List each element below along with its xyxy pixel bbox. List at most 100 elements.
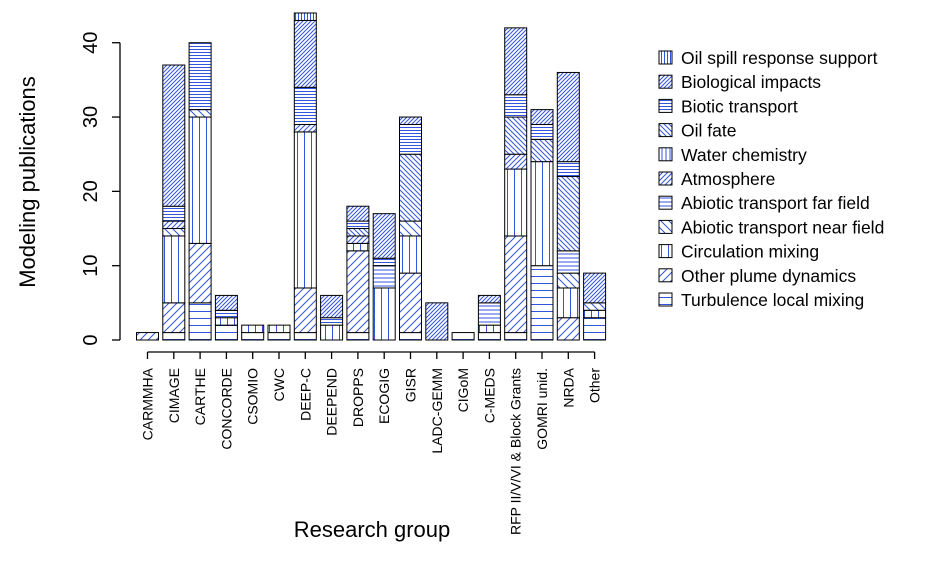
bar-segment [504, 94, 528, 118]
bars [136, 12, 607, 341]
bar-segment [556, 161, 580, 178]
legend-swatch [658, 123, 673, 138]
bar-segment [556, 317, 580, 341]
bar-segment [504, 168, 528, 237]
legend-label: Water chemistry [681, 145, 807, 165]
bar-segment [162, 64, 186, 207]
bar-segment [293, 12, 317, 21]
bar-segment [293, 19, 317, 88]
bar-segment [530, 161, 554, 267]
x-tick-label: C-MEDS [481, 368, 497, 423]
x-tick-label: CSOMIO [245, 368, 261, 425]
x-tick-label: GISR [403, 368, 419, 402]
x-tick-label: RFP II/V/VI & Block Grants [508, 368, 524, 535]
bar-segment [504, 116, 528, 155]
bar-segment [399, 153, 422, 222]
legend-label: Oil fate [681, 121, 736, 141]
y-axis: 0 10 20 30 40 [80, 32, 121, 346]
bar-segment [346, 235, 370, 244]
bar-segment [241, 332, 265, 341]
bar-segment [346, 228, 370, 237]
y-tick-label: 10 [80, 255, 102, 277]
bar-segment [293, 287, 317, 334]
x-tick-label: CARTHE [192, 368, 208, 425]
bar-segment [320, 317, 344, 326]
bar-segment [267, 324, 291, 334]
bar-segment [583, 272, 607, 304]
legend-swatch [658, 195, 673, 210]
bar-segment [372, 265, 396, 289]
bar-segment [346, 250, 370, 334]
x-tick-label: LADC-GEMM [429, 368, 445, 454]
bar-segment [399, 220, 422, 237]
x-tick-label: ECOGIG [376, 368, 392, 424]
bar-segment [583, 302, 607, 311]
bar-segment [214, 317, 238, 326]
bar-segment [188, 242, 212, 304]
bar-segment [477, 332, 501, 341]
bar-segment [188, 109, 212, 118]
x-tick-label: CONCORDE [218, 368, 234, 450]
bar-segment [162, 302, 186, 334]
y-tick-label: 20 [80, 180, 102, 202]
legend-label: Biological impacts [681, 72, 821, 92]
bar-segment [556, 176, 580, 252]
bar-segment [346, 205, 370, 222]
bar-segment [504, 332, 528, 341]
bar-segment [188, 302, 212, 341]
bar-segment [451, 332, 475, 341]
legend: Oil spill response support Biological imp… [658, 48, 884, 310]
bar-segment [346, 242, 370, 252]
legend-label: Atmosphere [681, 169, 775, 189]
x-tick-label: DEEPEND [324, 368, 340, 436]
legend-label: Oil spill response support [681, 48, 878, 68]
bar-segment [136, 332, 159, 341]
legend-label: Circulation mixing [681, 242, 819, 262]
bar-segment [188, 42, 212, 111]
x-tick-label: CWC [271, 368, 287, 401]
bar-segment [556, 272, 580, 289]
y-tick-label: 40 [80, 32, 102, 54]
bar-segment [214, 294, 238, 311]
bar-segment [399, 235, 422, 274]
bar-segment [399, 123, 422, 155]
bar-segment [399, 272, 422, 334]
x-tick-label: CARMMHA [140, 367, 156, 440]
legend-swatch [658, 268, 673, 283]
x-axis: CARMMHA CIMAGE CARTHE CONCORDE CSOMIO CWC DEEP… [140, 351, 603, 535]
bar-segment [477, 302, 501, 326]
bar-segment [399, 116, 422, 125]
bar-segment [293, 332, 317, 341]
bar-segment [372, 257, 396, 267]
bar-segment [293, 131, 317, 289]
bar-segment [556, 250, 580, 274]
legend-swatch [658, 98, 673, 113]
legend-label: Abiotic transport near field [681, 217, 884, 237]
legend-swatch [658, 74, 673, 89]
bar-segment [556, 287, 580, 319]
y-axis-label: Modeling publications [15, 76, 40, 288]
bar-segment [293, 123, 317, 133]
bar-segment [504, 27, 528, 96]
bar-segment [267, 332, 291, 341]
x-tick-label: GOMRI unid. [534, 368, 550, 450]
bar-segment [583, 317, 607, 341]
y-tick-label: 0 [80, 334, 102, 345]
x-tick-label: DEEP-C [297, 368, 313, 421]
legend-swatch [658, 171, 673, 186]
legend-swatch [658, 244, 673, 259]
bar-segment [214, 309, 238, 319]
bar-segment [372, 213, 396, 259]
bar-segment [556, 71, 580, 163]
x-tick-label: CIMAGE [166, 368, 182, 423]
bar-segment [320, 294, 344, 319]
bar-segment [214, 324, 238, 341]
y-tick-label: 30 [80, 106, 102, 128]
legend-swatch [658, 147, 673, 162]
legend-label: Biotic transport [681, 96, 798, 116]
bar-segment [162, 228, 186, 237]
bar-segment [162, 220, 186, 230]
bar-segment [293, 86, 317, 125]
bar-segment [477, 294, 501, 304]
bar-segment [346, 220, 370, 230]
